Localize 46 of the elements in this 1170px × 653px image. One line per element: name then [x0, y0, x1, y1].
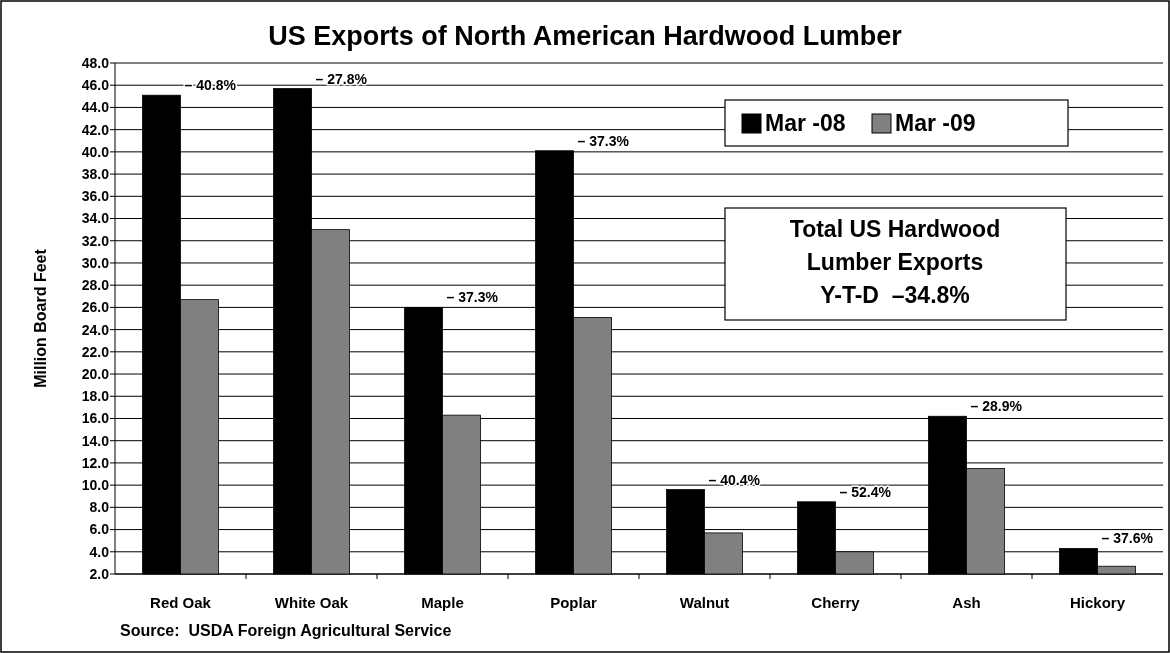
x-tick-label: Walnut	[679, 594, 730, 611]
y-tick-label: 36.0	[81, 188, 110, 205]
y-tick-label: 22.0	[81, 343, 110, 360]
x-tick-label: Hickory	[1069, 594, 1126, 611]
y-tick-label: 32.0	[81, 232, 110, 249]
annotation: – 37.6%	[1101, 530, 1154, 547]
legend-label: Mar -08	[765, 110, 846, 136]
y-tick-label: 14.0	[81, 432, 110, 449]
x-tick-label: Red Oak	[150, 594, 212, 611]
x-tick-label: Ash	[952, 594, 981, 611]
y-axis-title: Million Board Feet	[32, 248, 49, 388]
y-tick-label: 16.0	[81, 410, 110, 427]
y-tick-label: 12.0	[81, 454, 110, 471]
y-tick-label: 42.0	[81, 121, 110, 138]
y-tick-label: 44.0	[81, 99, 110, 116]
annotation: – 40.4%	[708, 471, 761, 488]
y-tick-label: 4.0	[89, 543, 110, 560]
annotation: – 37.3%	[446, 289, 499, 306]
y-tick-label: 2.0	[89, 565, 110, 582]
x-tick-label: Poplar	[550, 594, 597, 611]
source-note: Source: USDA Foreign Agricultural Service	[120, 622, 452, 639]
x-tick-label: White Oak	[274, 594, 349, 611]
text-box: Total US Hardwood Lumber Exports Y-T-D –34.8%	[724, 207, 1067, 321]
y-tick-label: 8.0	[89, 499, 110, 516]
y-tick-label: 48.0	[81, 54, 110, 71]
x-tick-label: Cherry	[811, 594, 861, 611]
y-tick-label: 28.0	[81, 277, 110, 294]
annotation: – 27.8%	[315, 70, 368, 87]
annotation: – 28.9%	[970, 398, 1023, 415]
y-tick-label: 18.0	[81, 388, 110, 405]
y-tick-label: 40.0	[81, 143, 110, 160]
y-tick-label: 20.0	[81, 365, 110, 382]
y-tick-label: 34.0	[81, 210, 110, 227]
y-tick-label: 24.0	[81, 321, 110, 338]
y-tick-label: 6.0	[89, 521, 110, 538]
y-tick-label: 30.0	[81, 254, 110, 271]
y-tick-label: 46.0	[81, 77, 110, 94]
y-tick-label: 26.0	[81, 299, 110, 316]
y-tick-label: 10.0	[81, 477, 110, 494]
annotation: – 52.4%	[839, 483, 892, 500]
x-tick-label: Maple	[421, 594, 464, 611]
chart-title: US Exports of North American Hardwood Lumber	[268, 21, 903, 51]
y-tick-label: 38.0	[81, 165, 110, 182]
legend-label: Mar -09	[895, 110, 976, 136]
annotation: – 37.3%	[577, 132, 630, 149]
annotation: Total US Hardwood Lumber Exports Y-T-D –34.8%	[789, 216, 1001, 308]
